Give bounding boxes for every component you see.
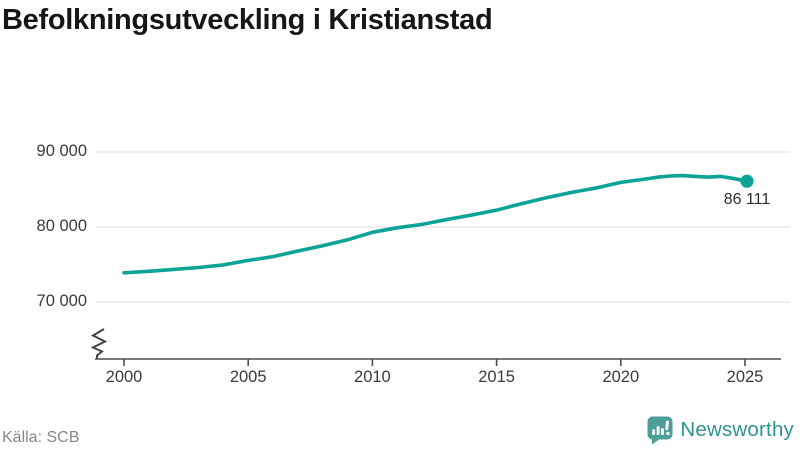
y-tick-label: 80 000 <box>36 217 87 235</box>
end-value-label: 86 111 <box>723 191 771 209</box>
end-point-marker <box>740 174 754 188</box>
population-line <box>122 173 749 275</box>
gridlines <box>95 151 790 303</box>
x-tick-label: 2010 <box>354 368 391 386</box>
x-tick-label: 2020 <box>602 368 640 386</box>
source-label: Källa: SCB <box>2 429 80 446</box>
mini-bar-chart-glyph <box>652 420 670 435</box>
newsworthy-logo: Newsworthy <box>647 414 794 446</box>
newsworthy-icon <box>647 416 673 444</box>
y-tick-label: 70 000 <box>36 292 87 310</box>
y-tick-label: 90 000 <box>36 142 87 160</box>
population-line-series <box>122 173 754 275</box>
y-axis-break-squiggle <box>90 328 108 359</box>
x-tick-label: 2015 <box>478 368 515 386</box>
x-tick-label: 2000 <box>105 368 143 386</box>
x-tick-label: 2025 <box>726 368 764 386</box>
chart-title: Befolkningsutveckling i Kristianstad <box>2 4 493 36</box>
x-tick-label: 2005 <box>229 368 267 386</box>
newsworthy-wordmark: Newsworthy <box>680 418 794 441</box>
x-axis <box>90 328 781 366</box>
